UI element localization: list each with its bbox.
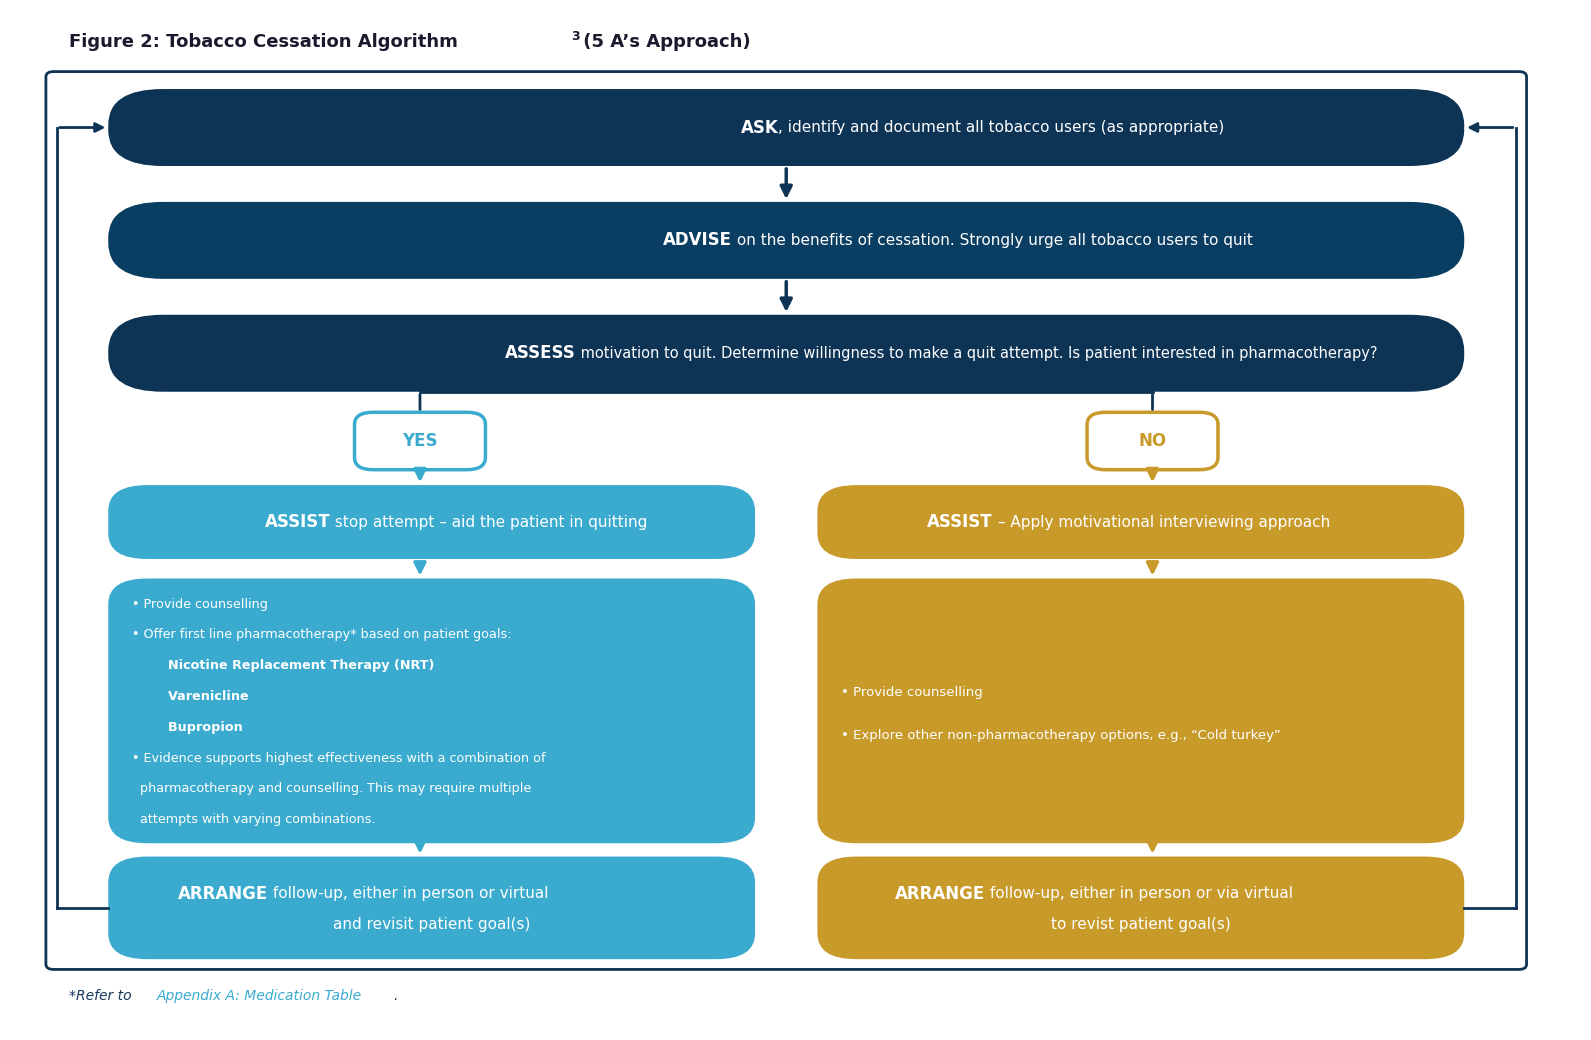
Text: • Provide counselling: • Provide counselling <box>840 686 983 699</box>
Text: • Offer first line pharmacotherapy* based on patient goals:: • Offer first line pharmacotherapy* base… <box>132 628 511 642</box>
FancyBboxPatch shape <box>818 857 1464 959</box>
Text: 3: 3 <box>571 29 579 43</box>
Text: stop attempt – aid the patient in quitting: stop attempt – aid the patient in quitti… <box>331 515 648 529</box>
Text: • Explore other non-pharmacotherapy options, e.g., “Cold turkey”: • Explore other non-pharmacotherapy opti… <box>840 729 1281 742</box>
Text: pharmacotherapy and counselling. This may require multiple: pharmacotherapy and counselling. This ma… <box>132 782 531 796</box>
FancyBboxPatch shape <box>1087 412 1219 470</box>
FancyBboxPatch shape <box>108 89 1464 166</box>
Text: • Evidence supports highest effectiveness with a combination of: • Evidence supports highest effectivenes… <box>132 752 546 764</box>
Text: follow-up, either in person or virtual: follow-up, either in person or virtual <box>267 886 549 901</box>
FancyBboxPatch shape <box>818 578 1464 843</box>
FancyBboxPatch shape <box>108 202 1464 279</box>
FancyBboxPatch shape <box>108 485 756 558</box>
Text: NO: NO <box>1139 432 1166 450</box>
Text: motivation to quit. Determine willingness to make a quit attempt. Is patient int: motivation to quit. Determine willingnes… <box>576 345 1378 361</box>
FancyBboxPatch shape <box>108 857 756 959</box>
Text: Bupropion: Bupropion <box>132 721 242 734</box>
Text: Appendix A: Medication Table: Appendix A: Medication Table <box>156 989 361 1004</box>
Text: • Provide counselling: • Provide counselling <box>132 598 267 610</box>
Text: Nicotine Replacement Therapy (NRT): Nicotine Replacement Therapy (NRT) <box>132 659 434 672</box>
Text: *Refer to: *Refer to <box>70 989 137 1004</box>
Text: and revisit patient goal(s): and revisit patient goal(s) <box>333 917 530 932</box>
Text: Varenicline: Varenicline <box>132 690 248 703</box>
Text: .: . <box>393 989 398 1004</box>
Text: ARRANGE: ARRANGE <box>894 884 985 903</box>
Text: , identify and document all tobacco users (as appropriate): , identify and document all tobacco user… <box>778 120 1225 135</box>
Text: YES: YES <box>403 432 438 450</box>
Text: on the benefits of cessation. Strongly urge all tobacco users to quit: on the benefits of cessation. Strongly u… <box>732 233 1252 248</box>
FancyBboxPatch shape <box>108 315 1464 392</box>
Text: ADVISE: ADVISE <box>663 231 732 250</box>
FancyBboxPatch shape <box>818 485 1464 558</box>
Text: follow-up, either in person or via virtual: follow-up, either in person or via virtu… <box>985 886 1293 901</box>
Text: ASSESS: ASSESS <box>504 344 576 362</box>
Text: ASSIST: ASSIST <box>928 513 993 531</box>
Text: attempts with varying combinations.: attempts with varying combinations. <box>132 813 375 826</box>
Text: (5 A’s Approach): (5 A’s Approach) <box>578 32 751 51</box>
Text: ARRANGE: ARRANGE <box>178 884 267 903</box>
FancyBboxPatch shape <box>355 412 485 470</box>
FancyBboxPatch shape <box>108 578 756 843</box>
Text: – Apply motivational interviewing approach: – Apply motivational interviewing approa… <box>993 515 1330 529</box>
Text: ASK: ASK <box>741 119 778 136</box>
Text: Figure 2: Tobacco Cessation Algorithm: Figure 2: Tobacco Cessation Algorithm <box>70 32 458 51</box>
Text: ASSIST: ASSIST <box>264 513 331 531</box>
Text: to revist patient goal(s): to revist patient goal(s) <box>1052 917 1231 932</box>
